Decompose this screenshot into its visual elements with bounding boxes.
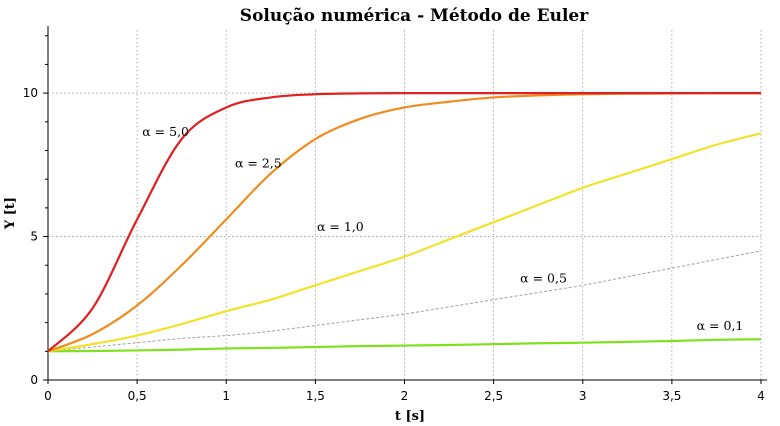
series-line-4 [47,338,762,353]
chart-title: Solução numérica - Método de Euler [240,6,589,26]
x-tick-label: 1,5 [306,389,325,403]
axes: 0 0,5 1 1,5 2 2,5 3 3,5 4 0 5 10 [23,26,767,403]
x-tick-label: 2 [401,389,409,403]
series-label-3: α = 0,5 [520,270,567,285]
x-tick-label: 1 [222,389,230,403]
grid [48,30,762,380]
x-tick-label: 3 [579,389,587,403]
series-line-2 [47,132,762,353]
series-labels: α = 5,0 α = 2,5 α = 1,0 α = 0,5 α = 0,1 [142,124,743,333]
x-tick-label: 3,5 [662,389,681,403]
x-tick-label: 4 [757,389,765,403]
series-line-0 [47,91,761,353]
series-label-0: α = 5,0 [142,124,189,139]
series-label-2: α = 1,0 [317,219,364,234]
x-tick-label: 0,5 [128,389,147,403]
series-label-4: α = 0,1 [697,318,744,333]
x-tick-label: 2,5 [484,389,503,403]
series-line-3 [47,250,762,352]
y-axis-label: Y [t] [3,197,18,230]
y-tick-label: 5 [30,230,38,244]
x-axis-label: t [s] [395,409,425,424]
y-tick-label: 10 [23,86,38,100]
y-tick-label: 0 [30,373,38,387]
series [47,91,762,353]
x-tick-label: 0 [44,389,52,403]
series-label-1: α = 2,5 [235,156,282,171]
